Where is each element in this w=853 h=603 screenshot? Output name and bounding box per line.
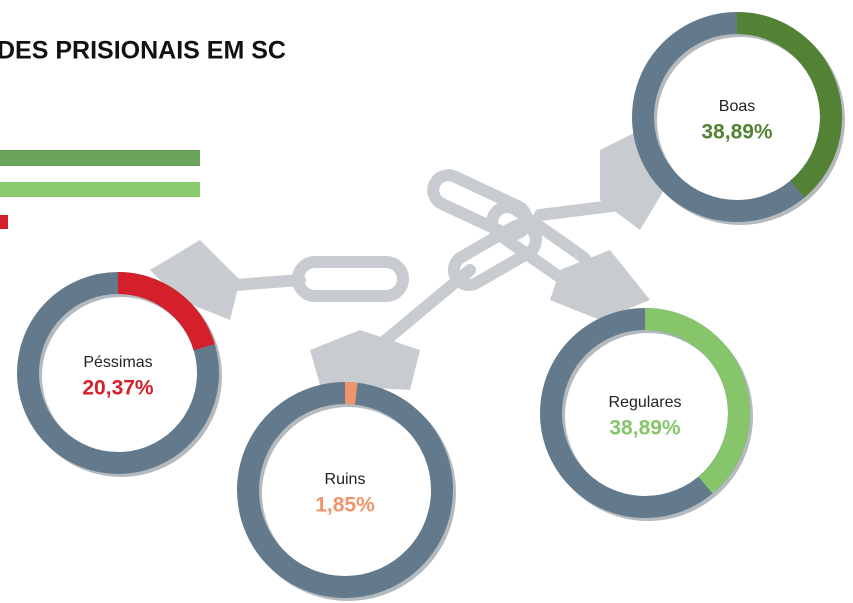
legend-bar: [0, 182, 200, 197]
legend-bar: [0, 150, 200, 166]
title: DES PRISIONAIS EM SC: [0, 37, 286, 65]
infographic: DES PRISIONAIS EM SC Péssimas 20,37% Ruins…: [0, 0, 853, 603]
legend-bar: [0, 215, 8, 229]
category-label: Péssimas: [83, 354, 152, 371]
category-label: Boas: [719, 98, 755, 115]
value-label: 38,89%: [701, 121, 773, 144]
donut-segment: [345, 393, 356, 394]
donut-track: [248, 393, 442, 587]
category-label: Regulares: [609, 394, 682, 411]
value-label: 1,85%: [315, 494, 375, 517]
category-label: Ruins: [325, 471, 366, 488]
value-label: 20,37%: [82, 377, 154, 400]
value-label: 38,89%: [609, 417, 681, 440]
